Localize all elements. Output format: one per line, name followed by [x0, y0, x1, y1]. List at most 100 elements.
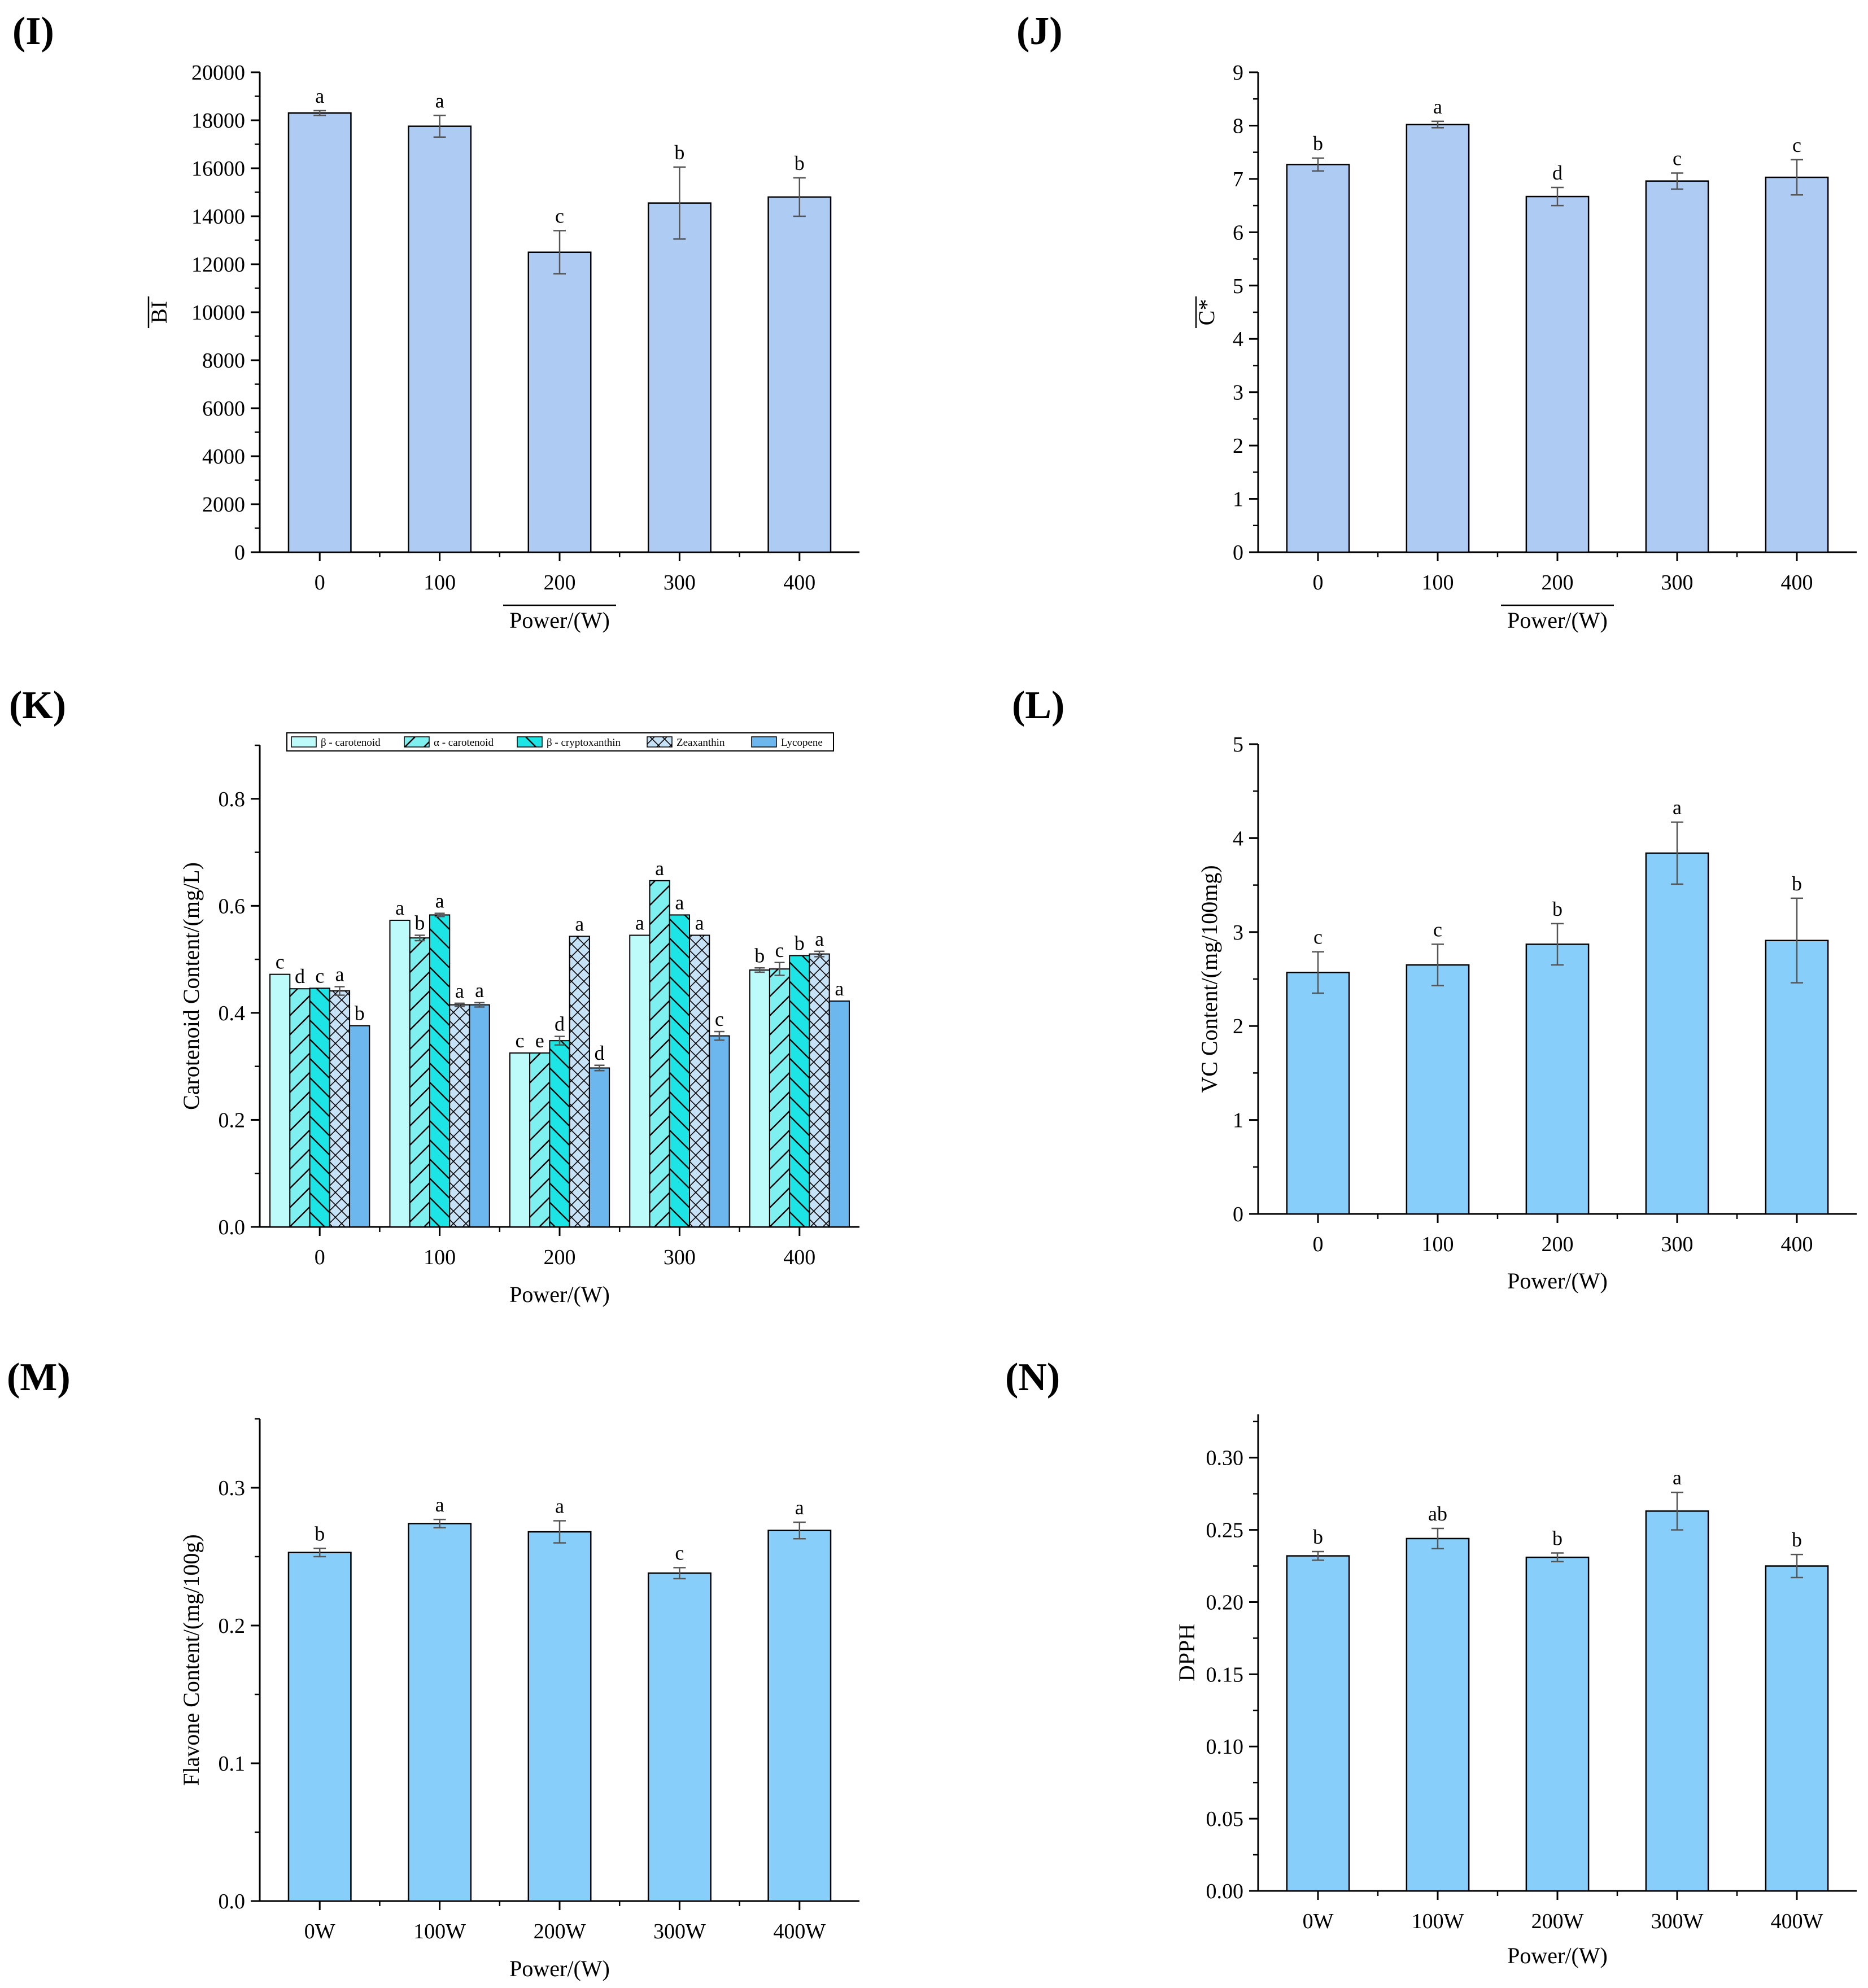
bar-100 — [408, 125, 472, 553]
panel-label: (M) — [7, 1356, 71, 1399]
bar-zeaxanthin-0 — [329, 990, 351, 1228]
y-tick-label: 0.6 — [219, 894, 246, 918]
y-tick-label: 0.8 — [219, 788, 246, 811]
x-axis-title: Power/(W) — [509, 1956, 610, 1981]
y-tick-label: 4 — [1233, 327, 1243, 351]
y-tick-label: 1 — [1233, 1109, 1243, 1133]
x-tick-label: 400 — [783, 1246, 815, 1269]
bar-400W — [1765, 1565, 1829, 1892]
significance-letter: a — [835, 977, 844, 1000]
significance-letter: a — [395, 897, 404, 919]
y-tick-label: 2000 — [202, 493, 245, 517]
bar-cryptoxanthin-100 — [429, 914, 451, 1227]
bar-0W — [287, 1552, 352, 1902]
significance-letter: c — [1433, 918, 1442, 941]
bar-400 — [1765, 176, 1829, 553]
chart-panel-m: (M) 0.0 0.1 0.2 0.3 0W 100W 200W 300W 400W Power/(… — [7, 1356, 859, 1981]
y-tick-label: 0.15 — [1206, 1663, 1244, 1686]
x-tick-label: 200W — [534, 1920, 586, 1943]
y-axis-title: DPPH — [1174, 1624, 1199, 1681]
bar-0 — [1286, 972, 1350, 1215]
x-tick-label: 400 — [1781, 1233, 1813, 1256]
significance-letter: a — [1673, 796, 1682, 819]
bar-cryptoxanthin-400 — [789, 955, 810, 1228]
y-tick-label: 3 — [1233, 381, 1243, 405]
chart-panel-i: (I)0200040006000800010000120001400016000… — [12, 10, 859, 633]
y-tick-label: 0.25 — [1206, 1519, 1244, 1543]
significance-letter: e — [535, 1029, 544, 1052]
significance-letter: a — [315, 85, 324, 107]
significance-letter: ab — [1428, 1502, 1447, 1525]
x-tick-label: 200 — [1542, 571, 1574, 595]
x-tick-label: 0 — [1313, 571, 1324, 595]
significance-letter: b — [795, 152, 805, 174]
bar-0W — [1286, 1555, 1350, 1892]
y-tick-label: 14000 — [191, 205, 245, 229]
x-tick-label: 100 — [424, 571, 456, 595]
y-tick-label: 8 — [1233, 114, 1243, 138]
significance-letter: a — [655, 857, 664, 880]
significance-letter: c — [315, 964, 324, 987]
y-tick-label: 0.30 — [1206, 1447, 1244, 1470]
x-tick-label: 0 — [315, 571, 325, 595]
y-tick-label: 7 — [1233, 168, 1243, 191]
y-tick-label: 4000 — [202, 445, 245, 469]
legend-entry-label: β - carotenoid — [321, 737, 381, 749]
x-axis-title: Power/(W) — [509, 1282, 610, 1307]
significance-letter: c — [775, 939, 784, 962]
y-axis-title: VC Content/(mg/100mg) — [1197, 865, 1222, 1093]
significance-letter: d — [595, 1042, 605, 1064]
significance-letter: b — [414, 911, 425, 934]
legend-entry-label: Lycopene — [781, 737, 823, 749]
bar-zeaxanthin-400 — [809, 953, 830, 1227]
x-tick-label: 100W — [413, 1920, 466, 1943]
significance-letter: a — [435, 890, 444, 912]
bar-lycopene-0 — [349, 1025, 370, 1227]
significance-letter: d — [1552, 161, 1563, 184]
y-tick-label: 0.0 — [219, 1890, 246, 1913]
significance-letter: a — [635, 911, 644, 934]
significance-letter: b — [1552, 898, 1563, 920]
bar-alpha-carotenoid-400 — [769, 968, 791, 1228]
x-tick-label: 100 — [424, 1246, 456, 1269]
bar-100 — [1406, 964, 1470, 1215]
bar-zeaxanthin-300 — [689, 934, 710, 1227]
y-axis-title: Carotenoid Content/(mg/L) — [178, 862, 204, 1110]
bar-beta-carotenoid-200 — [509, 1052, 531, 1227]
legend-entry-label: β - cryptoxanthin — [547, 737, 621, 749]
significance-letter: a — [435, 1493, 444, 1516]
bar-0 — [287, 112, 352, 553]
panel-label: (K) — [9, 684, 66, 727]
y-tick-label: 0 — [1233, 1203, 1243, 1226]
legend-box — [286, 732, 834, 751]
bar-alpha-carotenoid-200 — [529, 1052, 551, 1227]
bar-0 — [1286, 164, 1350, 553]
x-tick-label: 100W — [1412, 1910, 1464, 1933]
y-tick-label: 0 — [1233, 541, 1243, 565]
significance-letter: b — [1792, 1528, 1802, 1551]
bar-100 — [1406, 124, 1470, 553]
y-axis-title: C* — [1194, 299, 1219, 326]
x-tick-label: 0 — [1313, 1233, 1324, 1256]
y-tick-label: 0.0 — [219, 1216, 246, 1239]
panel-label: (I) — [12, 10, 54, 53]
bar-400 — [1765, 940, 1829, 1215]
bar-lycopene-100 — [469, 1004, 490, 1228]
significance-letter: c — [276, 951, 285, 973]
y-tick-label: 0.00 — [1206, 1880, 1244, 1903]
significance-letter: a — [815, 928, 824, 950]
bar-cryptoxanthin-200 — [549, 1040, 570, 1227]
panel-label: (J) — [1016, 10, 1063, 53]
x-tick-label: 200 — [544, 1246, 576, 1269]
significance-letter: a — [1433, 95, 1442, 118]
significance-letter: a — [1673, 1466, 1682, 1489]
y-tick-label: 0.3 — [219, 1476, 246, 1500]
y-tick-label: 6 — [1233, 221, 1243, 244]
x-tick-label: 400W — [1771, 1910, 1823, 1933]
bar-cryptoxanthin-0 — [309, 988, 330, 1228]
bar-200 — [1525, 195, 1590, 553]
significance-letter: b — [315, 1522, 325, 1545]
significance-letter: a — [335, 963, 344, 985]
y-tick-label: 0.2 — [219, 1614, 246, 1638]
y-tick-label: 4 — [1233, 827, 1243, 850]
